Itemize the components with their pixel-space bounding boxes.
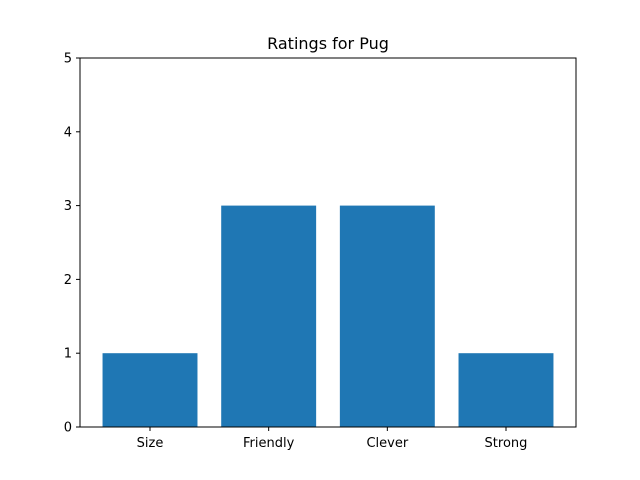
bar-strong <box>458 353 554 427</box>
axes-group: 0 1 2 3 4 5 Size Friendly Clever Strong <box>64 52 577 451</box>
y-tick-label: 2 <box>64 273 72 288</box>
chart-title: Ratings for Pug <box>267 34 389 53</box>
y-tick-label: 0 <box>64 421 72 436</box>
x-tick-label: Size <box>137 436 164 451</box>
bars-group <box>102 205 554 427</box>
plot-frame <box>79 57 577 428</box>
bar-clever <box>339 205 435 427</box>
y-tick-label: 1 <box>64 347 72 362</box>
y-tick-label: 4 <box>64 125 72 140</box>
x-tick-label: Friendly <box>243 436 295 451</box>
y-tick-label: 5 <box>64 52 72 67</box>
x-tick-label: Clever <box>366 436 408 451</box>
bar-size <box>102 353 198 427</box>
x-tick-label: Strong <box>485 436 528 451</box>
bar-friendly <box>221 205 317 427</box>
y-tick-label: 3 <box>64 199 72 214</box>
